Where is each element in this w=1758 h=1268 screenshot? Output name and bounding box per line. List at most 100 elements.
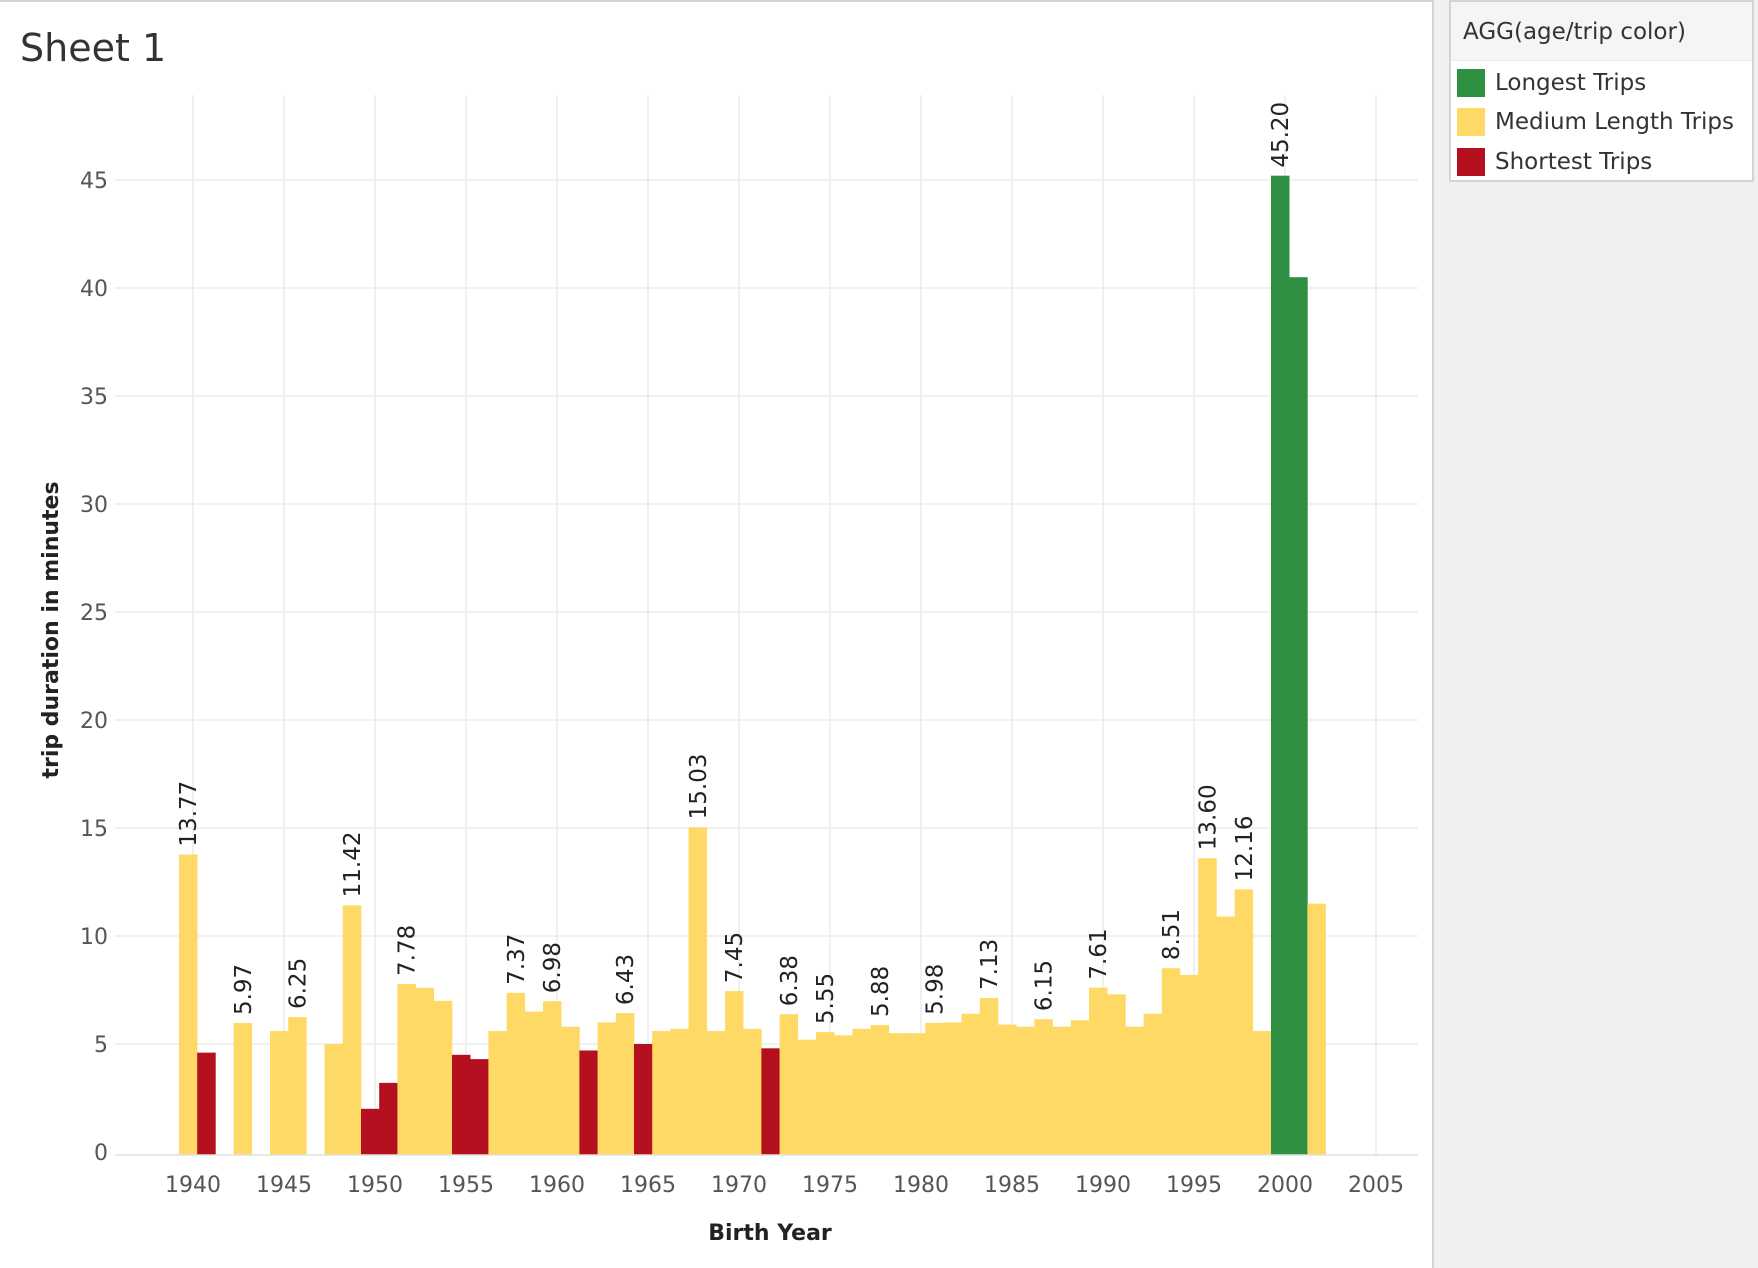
bar-1946[interactable]: [288, 1017, 307, 1155]
bar-1979[interactable]: [888, 1033, 908, 1155]
bar-2000[interactable]: [1271, 175, 1290, 1155]
bar-1959[interactable]: [524, 1011, 544, 1155]
x-tick-label: 2000: [1257, 1173, 1313, 1198]
bar-chart[interactable]: 13.77 5.97 6.25 11.42 7.78 7.37 6.98 6.43 15.03 7…: [0, 0, 1434, 1268]
bar-label: 6.98: [540, 942, 566, 993]
bar-1949[interactable]: [342, 905, 362, 1155]
bar-label: 6.15: [1032, 960, 1058, 1011]
bar-1962[interactable]: [579, 1050, 598, 1155]
bar-1958[interactable]: [506, 992, 526, 1155]
y-tick-label: 45: [80, 169, 108, 194]
bar-label: 5.97: [231, 964, 257, 1015]
bar-1987[interactable]: [1034, 1019, 1053, 1155]
x-tick-label: 1970: [711, 1173, 767, 1198]
bar-1985[interactable]: [998, 1024, 1017, 1155]
bar-1955[interactable]: [452, 1054, 471, 1155]
bar-1993[interactable]: [1143, 1013, 1163, 1155]
worksheet: Sheet 1 13.77 5.97 6.25 11.42 7.78 7.37 6.98 6.…: [0, 0, 1434, 1268]
bar-1961[interactable]: [561, 1026, 580, 1155]
bar-1992[interactable]: [1125, 1026, 1144, 1155]
legend-swatch-medium: [1457, 108, 1485, 136]
bar-1995[interactable]: [1180, 974, 1199, 1155]
legend-label: Shortest Trips: [1495, 149, 1653, 175]
bar-1969[interactable]: [706, 1031, 726, 1155]
bar-label: 8.51: [1159, 909, 1185, 960]
bar-1996[interactable]: [1198, 858, 1217, 1155]
bar-1991[interactable]: [1107, 994, 1126, 1155]
x-tick-label: 1985: [984, 1173, 1040, 1198]
bar-1981[interactable]: [925, 1022, 944, 1155]
color-legend[interactable]: AGG(age/trip color) Longest Trips Medium…: [1449, 0, 1754, 182]
bar-1972[interactable]: [761, 1048, 780, 1155]
bar-1960[interactable]: [543, 1001, 562, 1155]
legend-swatch-shortest: [1457, 148, 1485, 176]
bar-1971[interactable]: [743, 1028, 762, 1155]
x-tick-label: 1995: [1166, 1173, 1222, 1198]
y-tick-label: 25: [80, 601, 108, 626]
bar-1982[interactable]: [943, 1022, 962, 1155]
x-tick-label: 1945: [256, 1173, 312, 1198]
x-tick-label: 1965: [620, 1173, 676, 1198]
sheet-title: Sheet 1: [20, 26, 167, 70]
bar-2002[interactable]: [1307, 903, 1326, 1155]
bar-labels: 13.77 5.97 6.25 11.42 7.78 7.37 6.98 6.43 15.03 7…: [176, 102, 1294, 1024]
bar-1965[interactable]: [634, 1044, 653, 1155]
legend-label: Longest Trips: [1495, 70, 1647, 96]
bar-1975[interactable]: [816, 1032, 835, 1155]
bar-label: 7.13: [977, 939, 1003, 990]
bar-1951[interactable]: [379, 1082, 398, 1155]
bar-1957[interactable]: [488, 1031, 507, 1155]
bar-1980[interactable]: [907, 1033, 926, 1155]
bar-1940[interactable]: [179, 854, 198, 1155]
bar-1954[interactable]: [433, 1000, 453, 1155]
bar-1956[interactable]: [470, 1059, 489, 1155]
bar-label: 7.37: [504, 934, 530, 985]
bars[interactable]: [179, 175, 1326, 1155]
legend-swatch-longest: [1457, 69, 1485, 97]
bar-1952[interactable]: [397, 983, 416, 1155]
x-tick-label: 1980: [893, 1173, 949, 1198]
bar-1967[interactable]: [670, 1028, 689, 1155]
bar-1990[interactable]: [1089, 987, 1108, 1155]
bar-1997[interactable]: [1216, 916, 1235, 1155]
bar-1998[interactable]: [1234, 889, 1254, 1155]
y-axis-ticks: 0 5 10 15 20 25 30 35 40 45: [80, 169, 108, 1166]
legend-label: Medium Length Trips: [1495, 109, 1735, 135]
top-divider: [0, 0, 1434, 2]
bar-1984[interactable]: [979, 997, 999, 1155]
bar-1950[interactable]: [361, 1108, 380, 1155]
x-tick-label: 1975: [802, 1173, 858, 1198]
bar-label: 7.61: [1086, 928, 1112, 979]
bar-1941[interactable]: [197, 1052, 216, 1155]
bar-1986[interactable]: [1016, 1026, 1035, 1155]
bar-1974[interactable]: [797, 1039, 817, 1155]
bar-label: 6.43: [613, 954, 639, 1005]
bar-1948[interactable]: [324, 1044, 344, 1155]
legend-title: AGG(age/trip color): [1463, 19, 1686, 45]
bar-1994[interactable]: [1161, 968, 1181, 1155]
legend-item-shortest[interactable]: Shortest Trips: [1457, 147, 1652, 177]
bar-1983[interactable]: [961, 1013, 981, 1155]
bar-label: 7.45: [722, 932, 748, 983]
bar-1973[interactable]: [779, 1014, 799, 1155]
bar-1989[interactable]: [1070, 1020, 1090, 1155]
bar-1988[interactable]: [1052, 1026, 1072, 1155]
bar-2001[interactable]: [1289, 277, 1308, 1155]
bar-1978[interactable]: [870, 1024, 890, 1155]
legend-item-longest[interactable]: Longest Trips: [1457, 68, 1646, 98]
bar-1964[interactable]: [615, 1013, 635, 1155]
bar-1977[interactable]: [852, 1028, 871, 1155]
bar-1953[interactable]: [415, 987, 435, 1155]
bar-1968[interactable]: [688, 827, 708, 1155]
bar-label: 5.88: [868, 966, 894, 1017]
x-tick-label: 1940: [165, 1173, 221, 1198]
bar-1943[interactable]: [233, 1023, 253, 1155]
bar-1976[interactable]: [834, 1035, 853, 1155]
bar-1945[interactable]: [270, 1031, 289, 1155]
legend-item-medium[interactable]: Medium Length Trips: [1457, 107, 1734, 137]
bar-1999[interactable]: [1252, 1031, 1272, 1155]
bar-1963[interactable]: [597, 1022, 617, 1155]
bar-1970[interactable]: [725, 991, 744, 1155]
x-tick-label: 1955: [438, 1173, 494, 1198]
bar-1966[interactable]: [652, 1031, 671, 1155]
